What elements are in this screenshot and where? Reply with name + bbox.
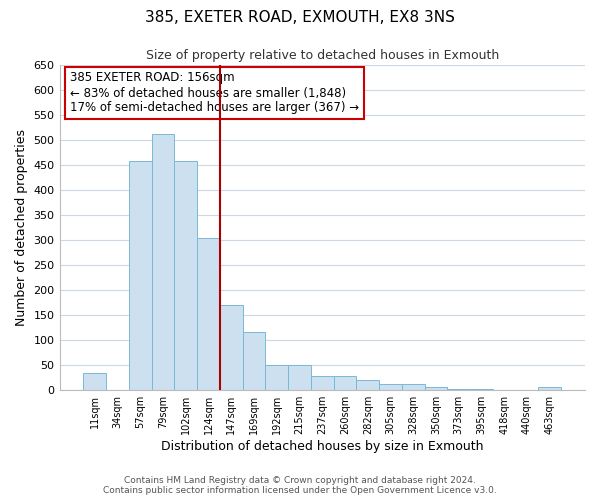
Bar xyxy=(175,161,197,390)
Text: Contains HM Land Registry data © Crown copyright and database right 2024.
Contai: Contains HM Land Registry data © Crown c… xyxy=(103,476,497,495)
Bar xyxy=(220,305,242,390)
Bar xyxy=(470,389,493,390)
Bar xyxy=(379,384,402,390)
Bar xyxy=(129,161,152,390)
Bar xyxy=(402,384,425,390)
Bar xyxy=(448,388,470,390)
Bar xyxy=(538,386,561,390)
Bar xyxy=(197,238,220,390)
Text: 385, EXETER ROAD, EXMOUTH, EX8 3NS: 385, EXETER ROAD, EXMOUTH, EX8 3NS xyxy=(145,10,455,25)
Bar xyxy=(356,380,379,390)
Bar xyxy=(83,372,106,390)
Text: 385 EXETER ROAD: 156sqm
← 83% of detached houses are smaller (1,848)
17% of semi: 385 EXETER ROAD: 156sqm ← 83% of detache… xyxy=(70,72,359,114)
Bar xyxy=(152,134,175,390)
Bar xyxy=(265,365,288,390)
Bar xyxy=(311,376,334,390)
Bar xyxy=(425,386,448,390)
Bar xyxy=(334,376,356,390)
Y-axis label: Number of detached properties: Number of detached properties xyxy=(15,129,28,326)
Title: Size of property relative to detached houses in Exmouth: Size of property relative to detached ho… xyxy=(146,50,499,62)
Bar xyxy=(242,332,265,390)
Bar xyxy=(288,365,311,390)
X-axis label: Distribution of detached houses by size in Exmouth: Distribution of detached houses by size … xyxy=(161,440,484,453)
